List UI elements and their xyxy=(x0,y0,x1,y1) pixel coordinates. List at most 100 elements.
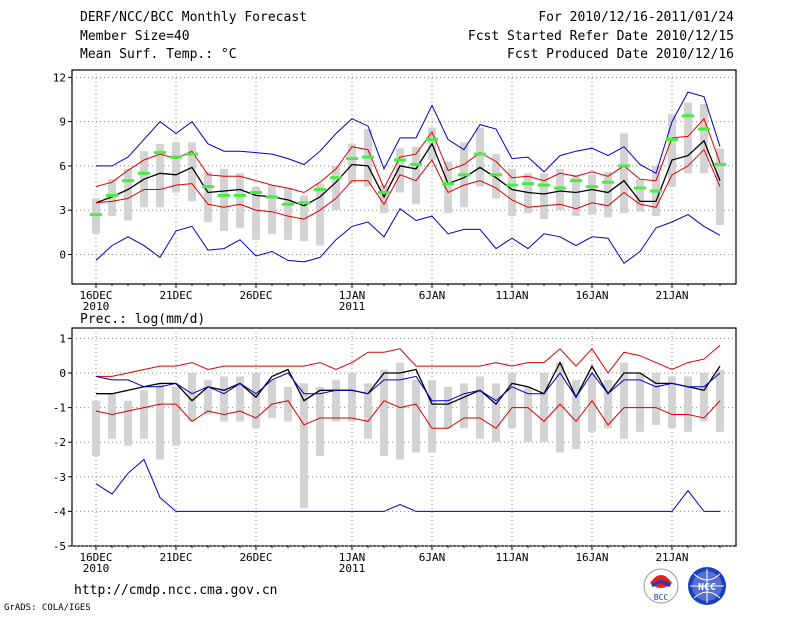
plot-frame xyxy=(71,69,737,285)
bcc-logo-text: BCC xyxy=(654,593,669,602)
member-range-bar xyxy=(188,142,196,202)
median-marker xyxy=(410,162,422,166)
y-tick-label: 12 xyxy=(53,71,66,84)
y-tick-label: 6 xyxy=(59,160,66,173)
median-marker xyxy=(602,180,614,184)
median-marker xyxy=(714,162,726,166)
member-range-bar xyxy=(140,390,148,439)
member-range-bar xyxy=(652,372,660,425)
x-tick-label: 6JAN xyxy=(419,289,446,302)
produced-date: Fcst Produced Date 2010/12/16 xyxy=(507,47,734,62)
member-range-bar xyxy=(156,383,164,460)
member-range-bar xyxy=(684,376,692,432)
x-tick-label: 21JAN xyxy=(655,551,688,564)
x-tick-label: 16JAN xyxy=(575,551,608,564)
member-range-bar xyxy=(236,376,244,422)
median-marker xyxy=(218,193,230,197)
max-line xyxy=(95,458,720,512)
min-line xyxy=(95,372,721,402)
y-tick-label: -2 xyxy=(53,436,66,449)
member-range-bar xyxy=(172,142,180,193)
median-marker xyxy=(346,157,358,161)
member-range-bar xyxy=(220,168,228,231)
member-range-bar xyxy=(284,386,292,422)
x-tick-label: 26DEC xyxy=(239,289,272,302)
mean-line xyxy=(96,361,721,406)
member-range-bar xyxy=(188,372,196,422)
mean-line xyxy=(95,139,721,207)
member-range-bar xyxy=(332,379,340,422)
x-tick-label: 6JAN xyxy=(419,551,446,564)
median-marker xyxy=(362,155,374,159)
median-marker xyxy=(650,189,662,193)
median-marker xyxy=(698,127,710,131)
x-tick-label: 1JAN xyxy=(339,551,366,564)
member-range-bar xyxy=(204,379,212,415)
x-tick-label: 16JAN xyxy=(575,289,608,302)
y-tick-label: -4 xyxy=(53,505,67,518)
member-range-bar xyxy=(252,372,260,429)
member-range-bar xyxy=(172,386,180,446)
median-marker xyxy=(90,213,102,217)
median-marker xyxy=(282,202,294,206)
median-marker xyxy=(538,183,550,187)
median-marker xyxy=(378,190,390,194)
median-marker xyxy=(298,201,310,205)
x-tick-label: 11JAN xyxy=(495,551,528,564)
median-marker xyxy=(522,182,534,186)
median-marker xyxy=(618,164,630,168)
member-range-bar xyxy=(92,400,100,457)
x-tick-label: 21DEC xyxy=(159,551,192,564)
median-marker xyxy=(666,137,678,141)
member-range-bar xyxy=(316,183,324,246)
spread-lower-line xyxy=(95,148,721,220)
member-range-bar xyxy=(588,174,596,215)
median-marker xyxy=(474,152,486,156)
median-marker xyxy=(634,186,646,190)
median-marker xyxy=(106,193,118,197)
median-marker xyxy=(202,185,214,189)
member-range-bar xyxy=(620,133,628,214)
member-range-bar xyxy=(668,114,676,187)
source-url: http://cmdp.ncc.cma.gov.cn xyxy=(74,583,278,598)
y-tick-label: -1 xyxy=(53,402,66,415)
y-tick-label: 0 xyxy=(59,248,66,261)
x-tick-label: 16DEC xyxy=(79,551,112,564)
spread-upper-line xyxy=(95,117,721,194)
ncc-logo: NCC xyxy=(688,567,726,605)
member-range-bar xyxy=(396,362,404,460)
median-marker xyxy=(586,185,598,189)
median-marker xyxy=(314,188,326,192)
member-range-bar xyxy=(668,376,676,429)
member-range-bar xyxy=(252,186,260,240)
member-range-bar xyxy=(380,185,388,214)
member-range-bar xyxy=(332,165,340,211)
median-marker xyxy=(234,193,246,197)
median-marker xyxy=(458,173,470,177)
y-tick-label: -5 xyxy=(53,540,66,553)
member-range-bar xyxy=(348,372,356,422)
y-tick-label: 3 xyxy=(59,204,66,217)
median-marker xyxy=(250,190,262,194)
ncc-logo-text: NCC xyxy=(698,582,716,593)
member-range-bar xyxy=(316,386,324,457)
member-range-bar xyxy=(268,185,276,234)
member-range-bar xyxy=(700,372,708,422)
member-range-bar xyxy=(476,127,484,187)
spread-upper-line xyxy=(96,344,721,377)
member-range-bar xyxy=(380,369,388,457)
median-marker xyxy=(186,152,198,156)
median-marker xyxy=(554,186,566,190)
bcc-logo: BCC xyxy=(643,568,679,604)
member-range-bar xyxy=(428,379,436,453)
median-marker xyxy=(682,114,694,118)
member-range-bar xyxy=(572,379,580,450)
min-line xyxy=(95,207,721,265)
median-marker xyxy=(154,151,166,155)
grads-credit: GrADS: COLA/IGES xyxy=(4,603,91,613)
member-range-bar xyxy=(620,362,628,439)
member-range-bar xyxy=(508,372,516,429)
member-range-bar xyxy=(540,372,548,443)
member-range-bar xyxy=(460,383,468,429)
